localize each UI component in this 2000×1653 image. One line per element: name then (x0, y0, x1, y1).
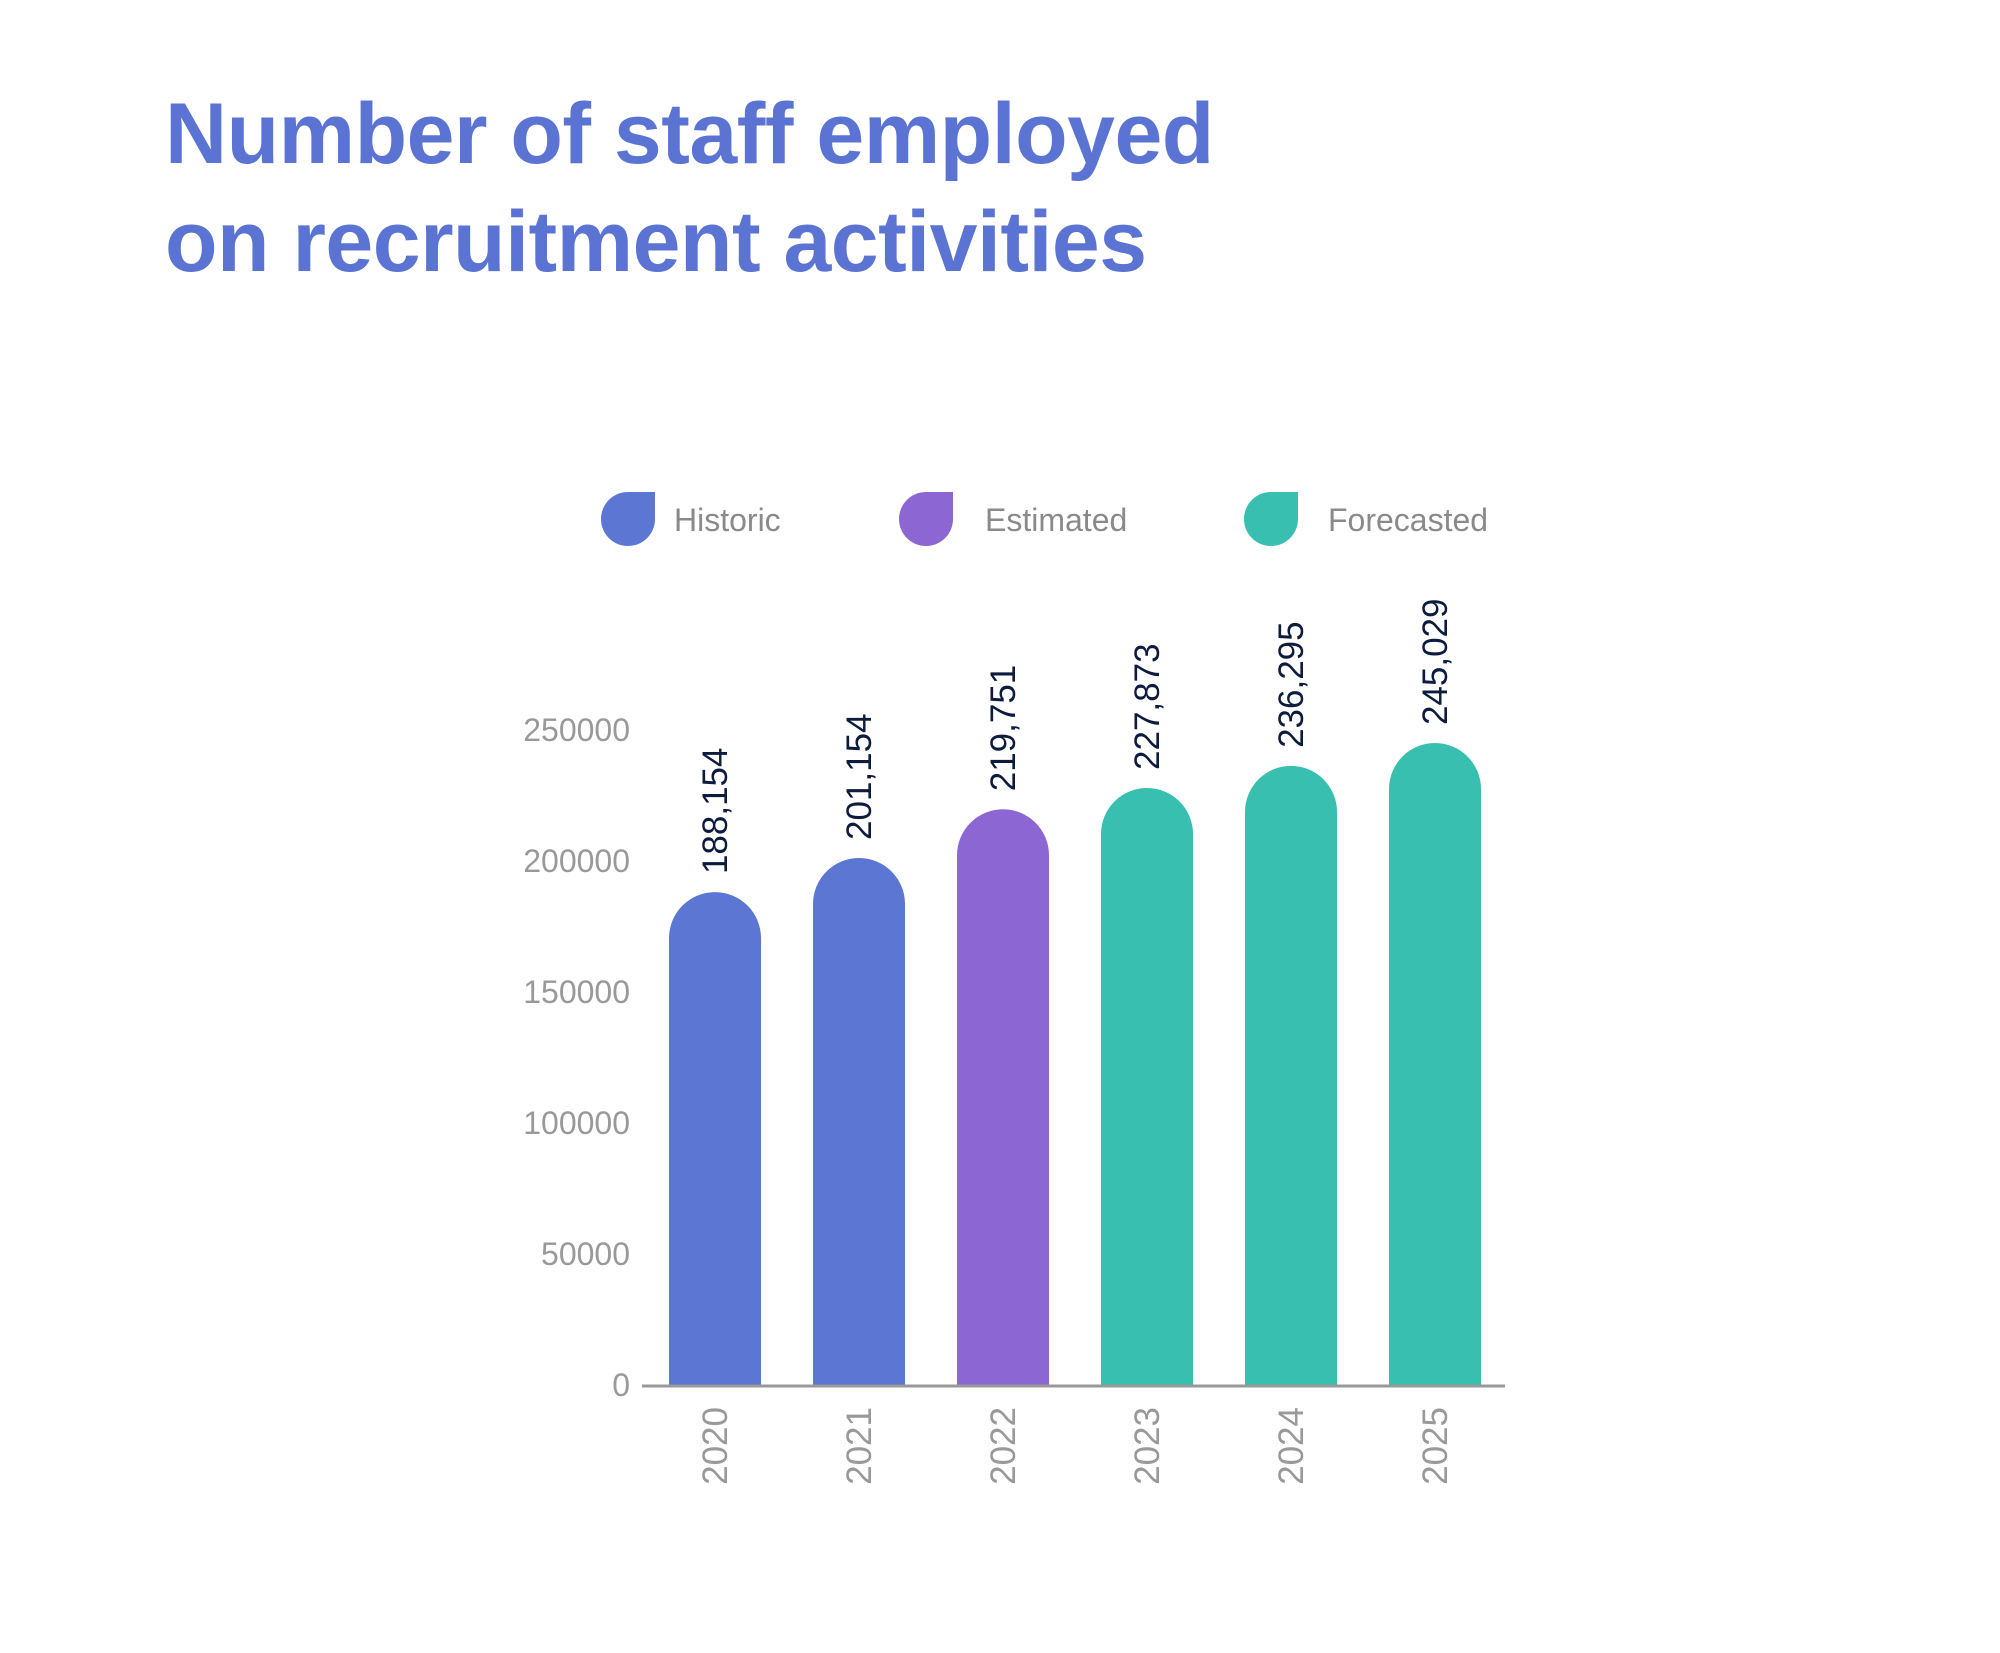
bar-2021 (813, 857, 906, 1385)
y-tick-label: 50000 (541, 1236, 630, 1272)
bars: 188,154 201,154 219,751 227,873 236,295 245,0… (669, 598, 1481, 1385)
x-tick-label-2024: 2024 (1272, 1407, 1311, 1485)
y-tick-label: 200000 (523, 843, 630, 879)
legend-label-estimated: Estimated (985, 502, 1127, 538)
legend-label-forecasted: Forecasted (1328, 502, 1488, 538)
x-tick-label-2023: 2023 (1128, 1407, 1167, 1485)
y-tick-label: 100000 (523, 1105, 630, 1141)
x-tick-label-2025: 2025 (1416, 1407, 1455, 1485)
legend-marker-historic (601, 492, 655, 546)
value-label-2022: 219,751 (984, 665, 1023, 792)
bar-2022 (957, 809, 1049, 1385)
y-tick-label: 150000 (523, 974, 630, 1010)
bar-2025 (1389, 743, 1481, 1385)
x-tick-label-2020: 2020 (696, 1407, 735, 1485)
y-tick-label: 250000 (523, 712, 630, 748)
x-tick-label-2021: 2021 (840, 1407, 879, 1485)
x-axis: 2020 2021 2022 2023 2024 2025 (642, 1384, 1505, 1485)
legend-marker-estimated (899, 492, 953, 546)
value-label-2024: 236,295 (1272, 621, 1311, 748)
bar-2023 (1101, 787, 1193, 1385)
bar-2024 (1245, 765, 1337, 1385)
y-axis: 0 50000 100000 150000 200000 250000 (523, 712, 630, 1403)
legend-marker-forecasted (1244, 492, 1298, 546)
value-label-2021: 201,154 (840, 713, 879, 840)
chart-title: Number of staff employed on recruitment … (165, 80, 1214, 296)
bar-2020 (669, 892, 761, 1385)
legend: Historic Estimated Forecasted (601, 492, 1488, 546)
chart-title-line-2: on recruitment activities (165, 194, 1147, 290)
value-label-2020: 188,154 (696, 748, 735, 875)
x-tick-label-2022: 2022 (984, 1407, 1023, 1485)
y-tick-label: 0 (612, 1367, 630, 1403)
value-label-2025: 245,029 (1416, 598, 1455, 725)
chart-title-line-1: Number of staff employed (165, 86, 1214, 182)
value-label-2023: 227,873 (1128, 643, 1167, 770)
legend-label-historic: Historic (674, 502, 781, 538)
